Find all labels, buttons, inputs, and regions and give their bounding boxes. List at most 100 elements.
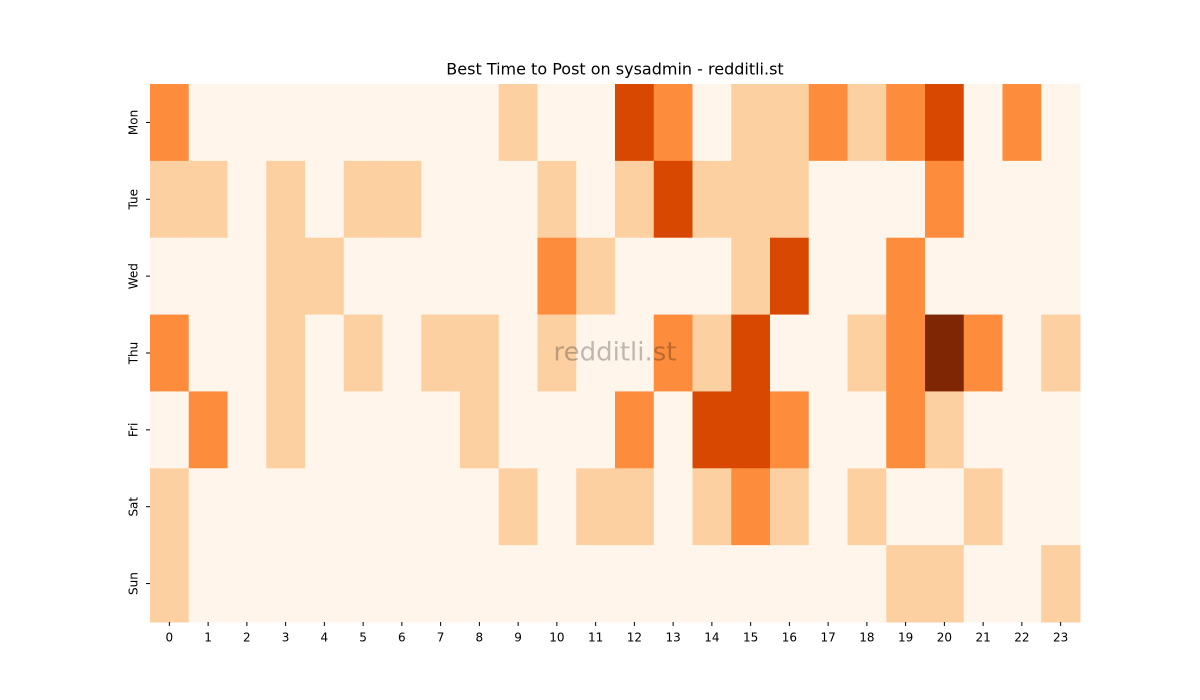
heat-cell xyxy=(421,545,461,623)
heat-cell xyxy=(1002,314,1042,392)
heat-cell xyxy=(1041,160,1081,239)
y-tick-label: Sun xyxy=(127,572,141,595)
heat-cell xyxy=(343,84,383,162)
heat-cell xyxy=(925,237,965,316)
x-tick-label: 3 xyxy=(282,631,290,645)
heat-cell xyxy=(1002,237,1042,316)
heat-cell xyxy=(1041,545,1081,623)
x-tick-label: 11 xyxy=(588,631,603,645)
heat-cell xyxy=(808,314,848,392)
heat-cell xyxy=(188,84,228,162)
heat-cell xyxy=(150,160,190,239)
heat-cell xyxy=(305,84,345,162)
heat-cell xyxy=(305,545,345,623)
heat-cell xyxy=(227,237,267,316)
x-tick-label: 17 xyxy=(820,631,835,645)
x-tick-label: 7 xyxy=(437,631,445,645)
heat-cell xyxy=(886,391,926,469)
heat-cell xyxy=(808,237,848,316)
heat-cell xyxy=(886,84,926,162)
y-tick-label: Fri xyxy=(127,423,141,437)
heat-cell xyxy=(537,160,577,239)
heat-cell xyxy=(343,160,383,239)
x-tick-label: 21 xyxy=(975,631,990,645)
heat-cell xyxy=(421,237,461,316)
heat-cell xyxy=(963,545,1003,623)
x-tick-label: 8 xyxy=(476,631,484,645)
heat-cell xyxy=(305,314,345,392)
heat-cell xyxy=(305,391,345,469)
heat-cell xyxy=(770,545,810,623)
heat-cell xyxy=(460,160,500,239)
heat-cell xyxy=(343,545,383,623)
heat-cell xyxy=(731,237,771,316)
heat-cell xyxy=(343,391,383,469)
heat-cell xyxy=(498,237,538,316)
heat-cell xyxy=(731,314,771,392)
heat-cell xyxy=(266,391,306,469)
heat-cell xyxy=(886,237,926,316)
heat-cell xyxy=(653,84,693,162)
heat-cell xyxy=(537,545,577,623)
heat-cell xyxy=(847,545,887,623)
heat-cell xyxy=(808,160,848,239)
heat-cell xyxy=(460,391,500,469)
x-tick-label: 5 xyxy=(359,631,367,645)
heat-cell xyxy=(150,468,190,546)
heat-cell xyxy=(692,545,732,623)
heat-cell xyxy=(382,314,422,392)
heat-cell xyxy=(925,391,965,469)
heat-cell xyxy=(188,160,228,239)
heat-cell xyxy=(227,545,267,623)
heat-cell xyxy=(615,545,655,623)
heat-cell xyxy=(421,391,461,469)
x-tick-label: 23 xyxy=(1053,631,1068,645)
heat-cell xyxy=(188,391,228,469)
heat-cell xyxy=(382,391,422,469)
x-tick-label: 16 xyxy=(782,631,797,645)
heat-cell xyxy=(188,237,228,316)
heat-cell xyxy=(808,468,848,546)
heat-cell xyxy=(615,391,655,469)
heat-cell xyxy=(266,160,306,239)
heat-cell xyxy=(305,468,345,546)
heat-cell xyxy=(925,160,965,239)
heat-cell xyxy=(460,545,500,623)
heat-cell xyxy=(1002,84,1042,162)
x-tick-label: 18 xyxy=(859,631,874,645)
heat-cell xyxy=(1002,545,1042,623)
heat-cell xyxy=(731,84,771,162)
heat-cell xyxy=(692,468,732,546)
heat-cell xyxy=(227,160,267,239)
heat-cell xyxy=(925,545,965,623)
heat-cell xyxy=(343,237,383,316)
heat-cell xyxy=(1002,160,1042,239)
heat-cell xyxy=(653,160,693,239)
y-tick-label: Mon xyxy=(127,110,141,135)
heat-cell xyxy=(266,314,306,392)
heat-cell xyxy=(382,237,422,316)
heat-cell xyxy=(1002,391,1042,469)
heat-cell xyxy=(498,391,538,469)
heat-cell xyxy=(266,237,306,316)
heat-cell xyxy=(653,391,693,469)
heat-cell xyxy=(498,160,538,239)
heat-cell xyxy=(150,84,190,162)
heat-cell xyxy=(421,314,461,392)
heat-cell xyxy=(886,160,926,239)
heat-cell xyxy=(847,160,887,239)
heat-cell xyxy=(963,237,1003,316)
heat-cell xyxy=(576,391,616,469)
heat-cell xyxy=(305,237,345,316)
heat-cell xyxy=(653,545,693,623)
x-tick-label: 6 xyxy=(398,631,406,645)
heat-cell xyxy=(1041,314,1081,392)
y-tick-label: Tue xyxy=(127,189,141,211)
heat-cell xyxy=(731,468,771,546)
heat-cell xyxy=(1041,237,1081,316)
heat-cell xyxy=(653,237,693,316)
heat-cell xyxy=(692,314,732,392)
heat-cell xyxy=(537,314,577,392)
heat-cell xyxy=(227,391,267,469)
heat-cell xyxy=(1041,468,1081,546)
